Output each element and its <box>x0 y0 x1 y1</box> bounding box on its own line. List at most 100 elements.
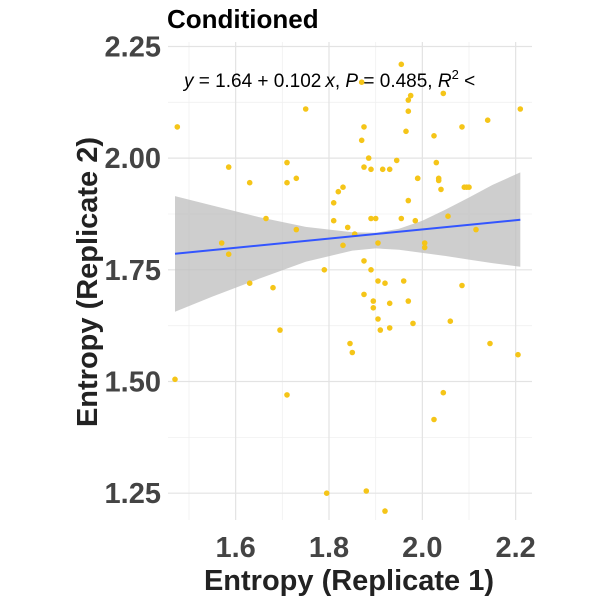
data-point <box>421 240 428 246</box>
data-point <box>361 124 367 130</box>
data-point <box>398 61 405 68</box>
data-point <box>379 166 386 173</box>
data-point <box>293 175 300 182</box>
data-point <box>386 325 393 331</box>
data-point <box>225 164 232 170</box>
y-tick-label: 1.50 <box>105 367 161 399</box>
y-tick-label: 2.25 <box>105 31 161 63</box>
data-point <box>340 184 346 190</box>
data-point <box>330 200 337 206</box>
eq-p-value: = 0.485, <box>358 71 438 92</box>
data-point <box>246 280 253 287</box>
data-point <box>459 124 465 130</box>
data-point <box>445 213 451 219</box>
data-point <box>370 298 377 304</box>
data-point <box>358 79 365 85</box>
eq-intercept: 1.64 <box>215 71 252 92</box>
data-point <box>347 340 353 347</box>
data-point <box>270 284 276 291</box>
data-point <box>466 184 472 190</box>
data-point <box>284 392 290 398</box>
regression-equation: y = 1.64 + 0.102 x, P = 0.485, R2 < <box>182 67 475 92</box>
data-point <box>398 215 405 222</box>
data-point <box>361 291 367 298</box>
scatter-points <box>172 61 524 514</box>
data-point <box>421 244 428 251</box>
data-point <box>405 97 412 103</box>
chart-title: Conditioned <box>167 4 319 34</box>
data-point <box>335 188 342 195</box>
x-tick-labels: 1.6 1.8 2.0 2.2 <box>216 532 536 564</box>
fit-line-group <box>174 218 521 255</box>
data-point <box>473 226 479 233</box>
y-tick-label: 2.00 <box>105 143 161 175</box>
data-point <box>246 179 253 186</box>
data-point <box>403 128 409 135</box>
fit-line <box>174 218 521 255</box>
data-point <box>375 316 381 322</box>
eq-x: x <box>324 71 336 92</box>
x-tick-label: 2.2 <box>496 532 536 564</box>
data-point <box>459 282 465 289</box>
data-point <box>361 258 367 264</box>
eq-p-label: P <box>345 71 358 92</box>
eq-sep: , <box>335 71 346 92</box>
data-point <box>410 320 416 327</box>
data-point <box>263 215 269 222</box>
data-point <box>393 157 400 164</box>
data-point <box>375 240 381 246</box>
x-axis-title: Entropy (Replicate 1) <box>204 565 494 597</box>
data-point <box>284 179 290 186</box>
data-point <box>368 215 374 222</box>
x-tick-label: 2.0 <box>402 532 442 564</box>
data-point <box>517 106 524 112</box>
grid <box>168 42 532 520</box>
data-point <box>400 278 407 284</box>
y-tick-labels: 1.25 1.50 1.75 2.00 2.25 <box>105 31 161 510</box>
eq-r-label: R <box>438 71 452 92</box>
data-point <box>386 300 393 307</box>
data-point <box>174 124 181 130</box>
data-point <box>407 92 414 99</box>
data-point <box>487 340 493 347</box>
y-axis-title: Entropy (Replicate 2) <box>72 137 104 427</box>
data-point <box>433 159 440 166</box>
data-point <box>431 133 437 139</box>
data-point <box>382 280 388 287</box>
data-point <box>484 117 491 123</box>
data-point <box>363 488 370 494</box>
data-point <box>340 242 346 249</box>
data-point <box>277 327 283 333</box>
data-point <box>225 251 232 257</box>
data-point <box>349 349 356 356</box>
data-point <box>370 305 377 311</box>
confidence-band-group <box>175 172 521 312</box>
data-point <box>440 389 447 396</box>
y-tick-label: 1.25 <box>105 478 161 510</box>
data-point <box>358 137 365 144</box>
data-point <box>368 267 374 273</box>
data-point <box>344 224 351 231</box>
data-point <box>368 166 374 173</box>
eq-plus: + <box>252 71 274 92</box>
data-point <box>172 376 178 383</box>
data-point <box>405 108 412 114</box>
data-point <box>323 490 330 497</box>
y-tick-label: 1.75 <box>105 255 161 287</box>
x-tick-label: 1.8 <box>309 532 349 564</box>
data-point <box>405 197 412 204</box>
data-point <box>447 318 454 325</box>
x-tick-label: 1.6 <box>216 532 256 564</box>
data-point <box>330 217 337 224</box>
data-point <box>284 159 290 166</box>
data-point <box>431 416 437 423</box>
data-point <box>377 327 384 333</box>
eq-y: y <box>182 71 195 92</box>
eq-r-superscript: 2 <box>452 67 459 82</box>
data-point <box>372 215 379 222</box>
data-point <box>382 508 388 514</box>
data-point <box>405 298 412 304</box>
data-point <box>515 351 521 358</box>
